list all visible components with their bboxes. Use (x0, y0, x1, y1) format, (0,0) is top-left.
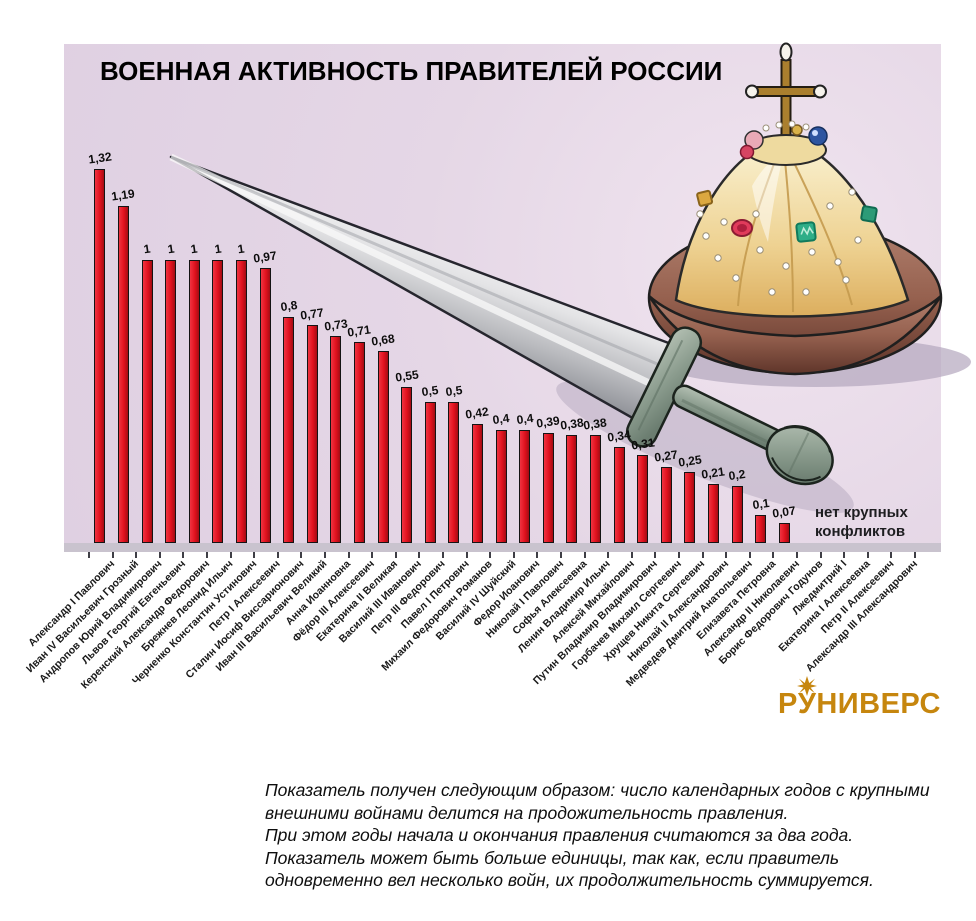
bar (353, 342, 365, 543)
bar (731, 486, 743, 543)
x-axis-line (64, 543, 941, 552)
eight-ray-star-icon (797, 676, 818, 696)
axis-tick (748, 552, 751, 558)
bar (660, 466, 672, 543)
axis-tick (394, 552, 397, 558)
axis-tick (111, 552, 114, 558)
axis-tick (229, 552, 232, 558)
bar (613, 446, 625, 543)
axis-tick (88, 552, 90, 558)
bar (519, 429, 531, 543)
bar (306, 325, 318, 543)
bar (589, 435, 601, 543)
chart-title: ВОЕННАЯ АКТИВНОСТЬ ПРАВИТЕЛЕЙ РОССИИ (100, 56, 723, 86)
axis-tick (442, 552, 444, 558)
axis-tick (182, 552, 185, 558)
bar (542, 432, 554, 543)
bar (637, 455, 649, 543)
bar (684, 472, 696, 543)
axis-tick (536, 552, 539, 558)
bar (566, 435, 578, 543)
axis-tick (253, 552, 256, 558)
axis-tick (560, 552, 562, 558)
bar (141, 260, 153, 543)
axis-tick (371, 552, 374, 558)
no-conflicts-line2: конфликтов (815, 523, 906, 540)
bar (401, 387, 413, 543)
methodology-note: Показатель получен следующим образом: чи… (265, 779, 955, 892)
bar (778, 523, 790, 543)
bar (212, 260, 224, 543)
methodology-line: внешними войнами делится на продожительн… (265, 802, 789, 823)
logo-text-star-letter: У (797, 688, 817, 720)
methodology-line: Показатель получен следующим образом: чи… (265, 780, 930, 800)
axis-tick (276, 552, 279, 558)
bar (188, 260, 200, 543)
axis-tick (324, 552, 326, 558)
methodology-line: При этом годы начала и окончания правлен… (265, 825, 854, 845)
axis-tick (583, 552, 586, 558)
bar (330, 336, 342, 543)
axis-tick (772, 552, 775, 558)
bar (283, 316, 295, 543)
axis-tick (914, 552, 916, 558)
axis-tick (607, 552, 610, 558)
axis-tick (678, 552, 680, 558)
logo-text-post: НИВЕРС (816, 688, 941, 720)
axis-tick (843, 552, 846, 558)
bar (707, 483, 719, 543)
axis-tick (512, 552, 515, 558)
axis-tick (654, 552, 657, 558)
axis-tick (206, 552, 208, 558)
bar (471, 424, 483, 543)
no-conflicts-note: нет крупных конфликтов (815, 503, 908, 541)
axis-tick (725, 552, 728, 558)
axis-tick (630, 552, 633, 558)
bar (235, 260, 247, 543)
axis-tick (300, 552, 303, 558)
logo-text-pre: Р (777, 688, 798, 720)
axis-tick (158, 552, 161, 558)
axis-tick (866, 552, 869, 558)
methodology-line: Показатель может быть больше единицы, та… (265, 847, 840, 868)
axis-tick (819, 552, 822, 558)
axis-tick (418, 552, 421, 558)
axis-tick (701, 552, 704, 558)
no-conflicts-line1: нет крупных (815, 504, 908, 521)
axis-tick (489, 552, 492, 558)
bar (424, 401, 436, 543)
bar (94, 169, 106, 543)
axis-tick (135, 552, 138, 558)
methodology-line: одновременно вел несколько войн, их прод… (265, 870, 874, 890)
axis-tick (465, 552, 468, 558)
axis-tick (890, 552, 893, 558)
axis-tick (347, 552, 350, 558)
bar (117, 206, 129, 543)
axis-tick (796, 552, 798, 558)
runivers-logo: Р УНИВЕРС (745, 676, 941, 721)
bar (495, 429, 507, 543)
bar (165, 260, 177, 543)
bar (755, 514, 767, 543)
